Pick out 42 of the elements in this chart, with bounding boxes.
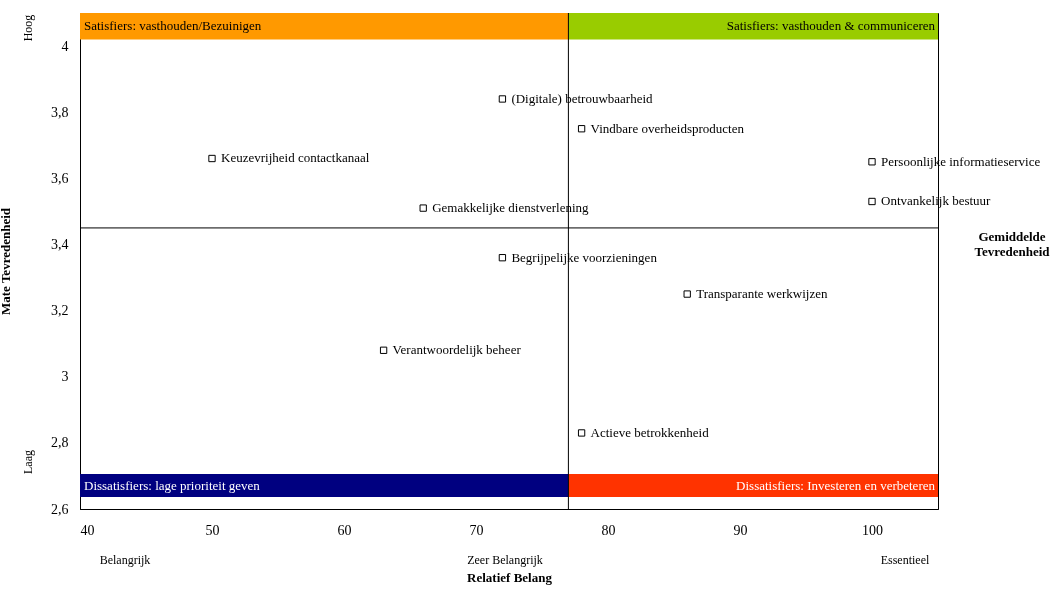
- data-label: Keuzevrijheid contactkanaal: [221, 150, 370, 166]
- point: [419, 204, 427, 212]
- band-label: Dissatisfiers: lage prioriteit geven: [84, 477, 261, 493]
- text: Essentieel: [880, 553, 930, 567]
- y-tick-label: 2,6: [51, 501, 69, 517]
- data-label: Transparante werkwijzen: [696, 286, 828, 302]
- text: Zeer Belangrijk: [467, 553, 543, 567]
- y-tick-label: 3,8: [51, 104, 69, 120]
- x-tick-label: 70: [469, 522, 484, 538]
- text: Hoog: [21, 14, 35, 42]
- text: Laag: [21, 450, 35, 474]
- band-label: Satisfiers: vasthouden/Bezuinigen: [84, 18, 262, 34]
- point: [683, 290, 691, 298]
- y-tick-label: 3,4: [51, 236, 69, 252]
- point: [868, 197, 876, 206]
- point: [498, 95, 507, 103]
- band-label: Dissatisfiers: Investeren en verbeteren: [736, 477, 936, 493]
- y-axis-title: Mate Tevredenheid: [0, 207, 13, 316]
- point: [379, 346, 388, 354]
- point: [498, 254, 507, 262]
- data-label: Vindbare overheidsproducten: [590, 120, 745, 136]
- text: Belangrijk: [99, 553, 151, 567]
- point: [208, 154, 216, 163]
- point: [868, 158, 876, 166]
- point: [577, 429, 586, 437]
- x-axis-title: Relatief Belang: [467, 569, 553, 585]
- y-tick-label: 3: [61, 369, 69, 385]
- data-label: Verantwoordelijk beheer: [392, 342, 522, 358]
- x-tick-label: 40: [80, 522, 95, 538]
- x-tick-label: 80: [601, 522, 616, 538]
- y-tick-label: 2,8: [51, 435, 69, 451]
- data-label: Actieve betrokkenheid: [590, 424, 710, 440]
- x-tick-label: 90: [733, 522, 748, 538]
- x-tick-label: 50: [205, 522, 220, 538]
- y-tick-label: 3,2: [51, 303, 69, 319]
- x-tick-label: 60: [337, 522, 352, 538]
- point: [577, 125, 586, 133]
- y-tick-label: 3,6: [51, 170, 69, 186]
- ref-line-label: Gemiddelde Tevredenheid: [974, 228, 1051, 259]
- y-tick-label: 4: [61, 38, 69, 54]
- x-tick-label: 100: [862, 522, 883, 538]
- band-label: Satisfiers: vasthouden & communiceren: [726, 18, 936, 34]
